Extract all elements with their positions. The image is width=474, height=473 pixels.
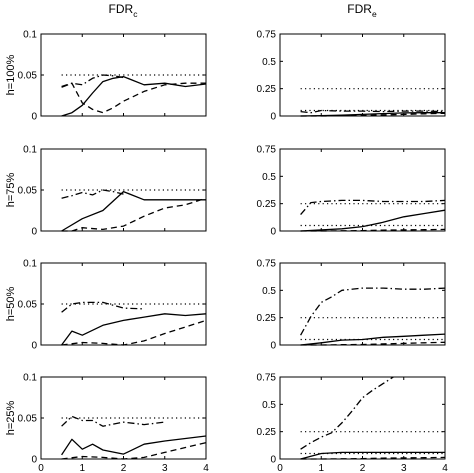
- x-tick-label: 2: [121, 463, 127, 473]
- series-line-dashdot: [300, 287, 446, 336]
- panel-h100-fdr-c: 0 0.05 0.1 h=100%: [5, 30, 207, 123]
- plot-frame: [279, 148, 446, 232]
- y-tick-label: 0.75: [257, 259, 277, 270]
- column-title-subscript: e: [372, 9, 377, 19]
- y-tick-label: 0.1: [23, 145, 37, 156]
- series-line-solid: [61, 190, 206, 232]
- row-label: h=25%: [5, 401, 17, 436]
- series-line-dashdot: [300, 199, 446, 216]
- panel-h25-fdr-c: 0 0.05 0.1 0 1 2 3 4 h=25%: [5, 373, 209, 473]
- x-tick-label: 3: [401, 463, 407, 473]
- y-tick-label: 0: [270, 227, 276, 238]
- y-tick-label: 0.5: [262, 286, 276, 297]
- x-tick-label: 4: [442, 463, 448, 473]
- y-tick-label: 0.05: [18, 71, 38, 82]
- series-line-dashed: [300, 228, 446, 232]
- series-line-dashed: [61, 441, 207, 460]
- series-line-solid: [61, 313, 207, 346]
- y-tick-label: 0.25: [257, 313, 277, 324]
- y-tick-label: 0.5: [262, 172, 276, 183]
- panel-h100-fdr-e: 0 0.25 0.5 0.75: [257, 30, 446, 123]
- column-title-fdr-e: FDRe: [347, 2, 377, 19]
- column-title-subscript: c: [133, 9, 138, 19]
- panel-h75-fdr-e: 0 0.25 0.5 0.75: [257, 145, 446, 238]
- panel-h75-fdr-c: 0 0.05 0.1 h=75%: [5, 145, 207, 238]
- row-label: h=75%: [5, 173, 17, 208]
- series-line-dashed: [300, 456, 446, 460]
- y-tick-label: 0: [31, 112, 37, 123]
- y-tick-label: 0: [31, 341, 37, 352]
- y-tick-label: 0.1: [23, 259, 37, 270]
- y-tick-label: 0.75: [257, 373, 277, 384]
- series-line-dashdot: [61, 74, 124, 88]
- series-line-dashed: [300, 341, 446, 346]
- y-tick-label: 0.75: [257, 145, 277, 156]
- panel-h50-fdr-e: 0 0.25 0.5 0.75: [257, 259, 446, 352]
- y-tick-label: 0.25: [257, 427, 277, 438]
- series-line-dashed: [61, 197, 207, 232]
- row-label: h=100%: [5, 54, 17, 95]
- series-line-dashdot: [300, 376, 394, 450]
- y-tick-label: 0: [31, 227, 37, 238]
- x-tick-label: 3: [162, 463, 168, 473]
- y-tick-label: 0.1: [23, 30, 37, 41]
- plot-frame: [279, 262, 446, 346]
- y-tick-label: 0.5: [262, 57, 276, 68]
- x-tick-label: 1: [79, 463, 85, 473]
- y-tick-label: 0.05: [18, 300, 38, 311]
- x-tick-label: 0: [38, 463, 44, 473]
- series-line-dashed: [61, 82, 206, 114]
- panel-h25-fdr-e: 0 0.25 0.5 0.75 0 1 2 3 4: [257, 373, 449, 473]
- series-line-dashdot: [61, 189, 124, 199]
- series-line-dashdot: [61, 301, 145, 313]
- x-tick-label: 4: [203, 463, 209, 473]
- x-tick-label: 2: [360, 463, 366, 473]
- panels: 00.050.1h=100%00.250.50.7500.050.1h=75%0…: [5, 30, 448, 473]
- series-line-solid: [300, 451, 445, 460]
- y-tick-label: 0.75: [257, 30, 277, 41]
- y-tick-label: 0: [270, 112, 276, 123]
- plot-frame: [279, 33, 446, 117]
- y-tick-label: 0: [31, 455, 37, 466]
- y-tick-label: 0: [270, 341, 276, 352]
- y-tick-label: 0: [270, 455, 276, 466]
- series-line-dashdot: [61, 415, 165, 427]
- x-tick-label: 0: [277, 463, 283, 473]
- series-line-dashed: [61, 319, 207, 346]
- panel-h50-fdr-c: 0 0.05 0.1 h=50%: [5, 259, 207, 352]
- y-tick-label: 0.05: [18, 186, 38, 197]
- row-label: h=50%: [5, 287, 17, 322]
- y-tick-label: 0.5: [262, 400, 276, 411]
- series-line-dashed: [300, 112, 446, 117]
- y-tick-label: 0.25: [257, 199, 277, 210]
- y-tick-label: 0.25: [257, 84, 277, 95]
- series-line-solid: [300, 333, 446, 346]
- series-line-solid: [61, 435, 207, 456]
- y-tick-label: 0.1: [23, 373, 37, 384]
- series-line-solid: [300, 209, 446, 232]
- column-title-fdr-c: FDRc: [109, 2, 139, 19]
- x-tick-label: 1: [318, 463, 324, 473]
- y-tick-label: 0.05: [18, 414, 38, 425]
